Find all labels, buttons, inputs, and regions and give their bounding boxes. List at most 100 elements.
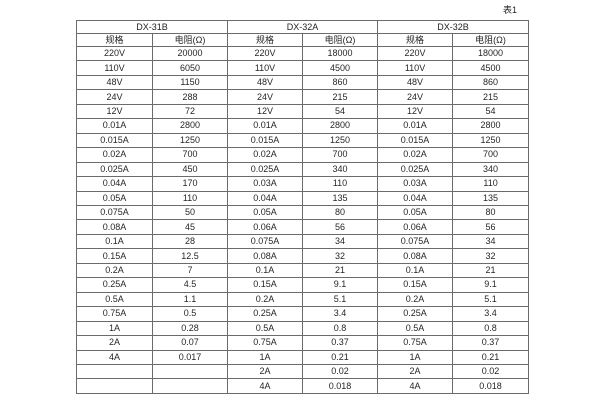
resistance-cell: 5.1 — [302, 291, 379, 308]
resistance-cell: 9.1 — [452, 277, 530, 293]
spec-cell: 48V — [76, 74, 153, 91]
resistance-cell: 0.28 — [151, 320, 229, 337]
spec-cell: 0.75A — [377, 335, 454, 351]
spec-cell: 0.01A — [76, 118, 153, 134]
resistance-cell: 18000 — [302, 45, 379, 62]
resistance-cell: 288 — [151, 89, 229, 105]
group-header-dx32a: DX-32A — [227, 20, 379, 34]
spec-cell: 0.25A — [377, 306, 454, 322]
spec-cell: 2A — [76, 335, 153, 351]
spec-cell: 220V — [227, 45, 304, 62]
resistance-cell: 170 — [151, 176, 229, 192]
spec-cell: 0.08A — [76, 219, 153, 235]
spec-cell: 0.06A — [227, 219, 304, 235]
resistance-cell: 4.5 — [151, 277, 229, 293]
spec-cell: 0.075A — [227, 233, 304, 250]
column-header-row: 规格 电阻(Ω) 规格 电阻(Ω) 规格 电阻(Ω) — [76, 33, 530, 47]
resistance-cell: 0.5 — [151, 306, 229, 322]
spec-cell: 0.04A — [76, 176, 153, 192]
spec-cell: 0.1A — [227, 262, 304, 279]
spec-cell: 0.03A — [227, 176, 304, 192]
table-row: 0.05A 110 0.04A 135 0.04A 135 — [76, 190, 530, 207]
spec-cell: 2A — [227, 363, 304, 380]
resistance-cell: 0.37 — [302, 335, 379, 351]
resistance-cell: 1250 — [151, 132, 229, 149]
resistance-column-header: 电阻(Ω) — [151, 33, 229, 47]
spec-cell: 0.1A — [76, 233, 153, 250]
table-row: 0.04A 170 0.03A 110 0.03A 110 — [76, 176, 530, 192]
spec-cell: 110V — [76, 60, 153, 76]
spec-column-header: 规格 — [377, 33, 454, 47]
spec-cell: 0.06A — [377, 219, 454, 235]
resistance-cell: 12.5 — [151, 248, 229, 264]
resistance-cell: 21 — [302, 262, 379, 279]
spec-cell: 0.025A — [76, 161, 153, 178]
table-row: 0.025A 450 0.025A 340 0.025A 340 — [76, 161, 530, 178]
resistance-cell — [151, 378, 229, 394]
resistance-cell: 4500 — [452, 60, 530, 76]
table-row: 110V 6050 110V 4500 110V 4500 — [76, 60, 530, 76]
spec-cell: 4A — [76, 349, 153, 365]
resistance-cell: 3.4 — [302, 306, 379, 322]
resistance-cell: 56 — [302, 219, 379, 235]
resistance-cell: 7 — [151, 262, 229, 279]
spec-cell: 1A — [377, 349, 454, 365]
spec-cell: 48V — [227, 74, 304, 91]
resistance-cell: 28 — [151, 233, 229, 250]
resistance-cell: 54 — [302, 103, 379, 120]
resistance-cell: 110 — [151, 190, 229, 207]
table-row: 220V 20000 220V 18000 220V 18000 — [76, 45, 530, 62]
table-row: 12V 72 12V 54 12V 54 — [76, 103, 530, 120]
table-row: 2A 0.02 2A 0.02 — [76, 363, 530, 380]
resistance-cell: 0.018 — [452, 378, 530, 394]
table-row: 0.1A 28 0.075A 34 0.075A 34 — [76, 233, 530, 250]
resistance-cell: 0.21 — [452, 349, 530, 365]
spec-cell: 0.08A — [227, 248, 304, 264]
resistance-spec-table: DX-31B DX-32A DX-32B 规格 电阻(Ω) 规格 电阻(Ω) 规… — [75, 20, 530, 394]
spec-cell: 12V — [227, 103, 304, 120]
spec-cell: 0.075A — [377, 233, 454, 250]
resistance-cell: 215 — [302, 89, 379, 105]
spec-cell: 0.15A — [377, 277, 454, 293]
group-header-dx31b: DX-31B — [75, 20, 229, 34]
spec-cell: 4A — [377, 378, 454, 394]
resistance-cell: 34 — [452, 233, 530, 250]
spec-cell: 0.01A — [377, 118, 454, 134]
resistance-column-header: 电阻(Ω) — [302, 33, 379, 47]
resistance-cell: 0.02 — [302, 363, 379, 380]
spec-cell: 1A — [76, 320, 153, 337]
spec-cell: 0.75A — [227, 335, 304, 351]
resistance-cell: 0.018 — [302, 378, 379, 394]
resistance-cell: 50 — [151, 204, 229, 221]
spec-cell: 0.05A — [227, 204, 304, 221]
resistance-cell — [151, 363, 229, 380]
spec-cell: 110V — [377, 60, 454, 76]
table-caption: 表1 — [503, 5, 518, 15]
resistance-cell: 700 — [151, 147, 229, 163]
resistance-cell: 110 — [302, 176, 379, 192]
spec-cell: 0.2A — [76, 262, 153, 279]
spec-cell: 24V — [227, 89, 304, 105]
spec-cell: 0.075A — [76, 204, 153, 221]
resistance-cell: 215 — [452, 89, 530, 105]
spec-cell: 0.025A — [227, 161, 304, 178]
spec-cell: 0.015A — [227, 132, 304, 149]
spec-cell: 24V — [377, 89, 454, 105]
resistance-cell: 340 — [452, 161, 530, 178]
table-row: 24V 288 24V 215 24V 215 — [76, 89, 530, 105]
resistance-cell: 21 — [452, 262, 530, 279]
resistance-cell: 5.1 — [452, 291, 530, 308]
table-row: 0.015A 1250 0.015A 1250 0.015A 1250 — [76, 132, 530, 149]
spec-cell: 0.03A — [377, 176, 454, 192]
table-row: 2A 0.07 0.75A 0.37 0.75A 0.37 — [76, 335, 530, 351]
resistance-cell: 80 — [452, 204, 530, 221]
table-row: 0.075A 50 0.05A 80 0.05A 80 — [76, 204, 530, 221]
spec-cell — [76, 378, 153, 394]
spec-column-header: 规格 — [227, 33, 304, 47]
resistance-cell: 32 — [302, 248, 379, 264]
spec-cell: 110V — [227, 60, 304, 76]
resistance-cell: 32 — [452, 248, 530, 264]
resistance-cell: 0.07 — [151, 335, 229, 351]
spec-cell: 0.15A — [227, 277, 304, 293]
table-row: 4A 0.017 1A 0.21 1A 0.21 — [76, 349, 530, 365]
